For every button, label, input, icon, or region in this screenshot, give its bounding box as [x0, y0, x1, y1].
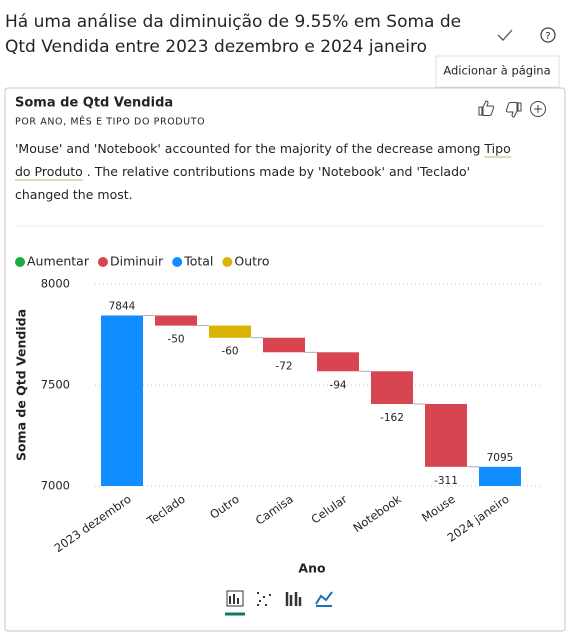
- value-label: -94: [329, 379, 346, 391]
- field-link[interactable]: Tipo do Produto: [15, 141, 511, 181]
- legend-marker: [15, 257, 25, 267]
- legend-marker: [222, 257, 233, 267]
- check-icon[interactable]: [497, 29, 513, 41]
- value-label: -50: [167, 334, 184, 346]
- value-label: 7095: [487, 452, 514, 464]
- bar: [425, 403, 467, 467]
- dislike-icon[interactable]: [505, 102, 522, 118]
- description-text: 'Mouse' and 'Notebook' accounted for the…: [15, 141, 485, 156]
- bar: [263, 337, 305, 353]
- bar: [317, 352, 359, 372]
- value-label: 7844: [109, 301, 136, 313]
- legend-marker: [172, 257, 183, 267]
- legend-marker: [97, 257, 108, 267]
- value-label: -72: [275, 360, 292, 372]
- description: 'Mouse' and 'Notebook' accounted for the…: [15, 137, 525, 206]
- bar: [155, 315, 197, 326]
- card-title: Soma de Qtd Vendida: [15, 96, 173, 111]
- value-label: -311: [434, 475, 458, 487]
- legend-label: Total: [183, 254, 213, 269]
- y-tick-label: 7500: [41, 378, 70, 392]
- waterfall-glyph: [229, 594, 239, 604]
- tooltip-text: Adicionar à página: [443, 64, 550, 78]
- bar: [101, 315, 143, 486]
- view-switcher: [225, 590, 333, 616]
- x-axis-title: Ano: [298, 561, 326, 576]
- help-mark: ?: [545, 31, 550, 42]
- bar: [371, 371, 413, 404]
- add-icon[interactable]: [530, 101, 546, 117]
- waterfall-view[interactable]: [226, 590, 244, 607]
- legend-label: Aumentar: [27, 254, 90, 269]
- tooltip: [435, 55, 560, 88]
- y-axis-title: Soma de Qtd Vendida: [14, 309, 29, 461]
- scatter-view[interactable]: [257, 592, 271, 606]
- legend-label: Diminuir: [110, 254, 164, 269]
- description-text: . The relative contributions made by 'No…: [15, 164, 471, 202]
- like-icon[interactable]: [478, 100, 495, 116]
- bar: [479, 466, 521, 486]
- insight-title: Há uma análise da diminuição de 9.55% em…: [5, 12, 462, 57]
- y-tick-label: 8000: [41, 277, 70, 291]
- card-subtitle: POR ANO, MÊS E TIPO DO PRODUTO: [15, 116, 205, 128]
- bar: [209, 325, 251, 338]
- card: [4, 87, 566, 632]
- value-label: -162: [380, 412, 404, 424]
- column-view[interactable]: [285, 592, 302, 606]
- add-plus: [534, 105, 542, 113]
- legend-label: Outro: [234, 254, 269, 269]
- line-view[interactable]: [315, 591, 333, 607]
- value-label: -60: [221, 346, 238, 358]
- help-icon[interactable]: [540, 27, 556, 43]
- y-tick-label: 7000: [41, 479, 70, 493]
